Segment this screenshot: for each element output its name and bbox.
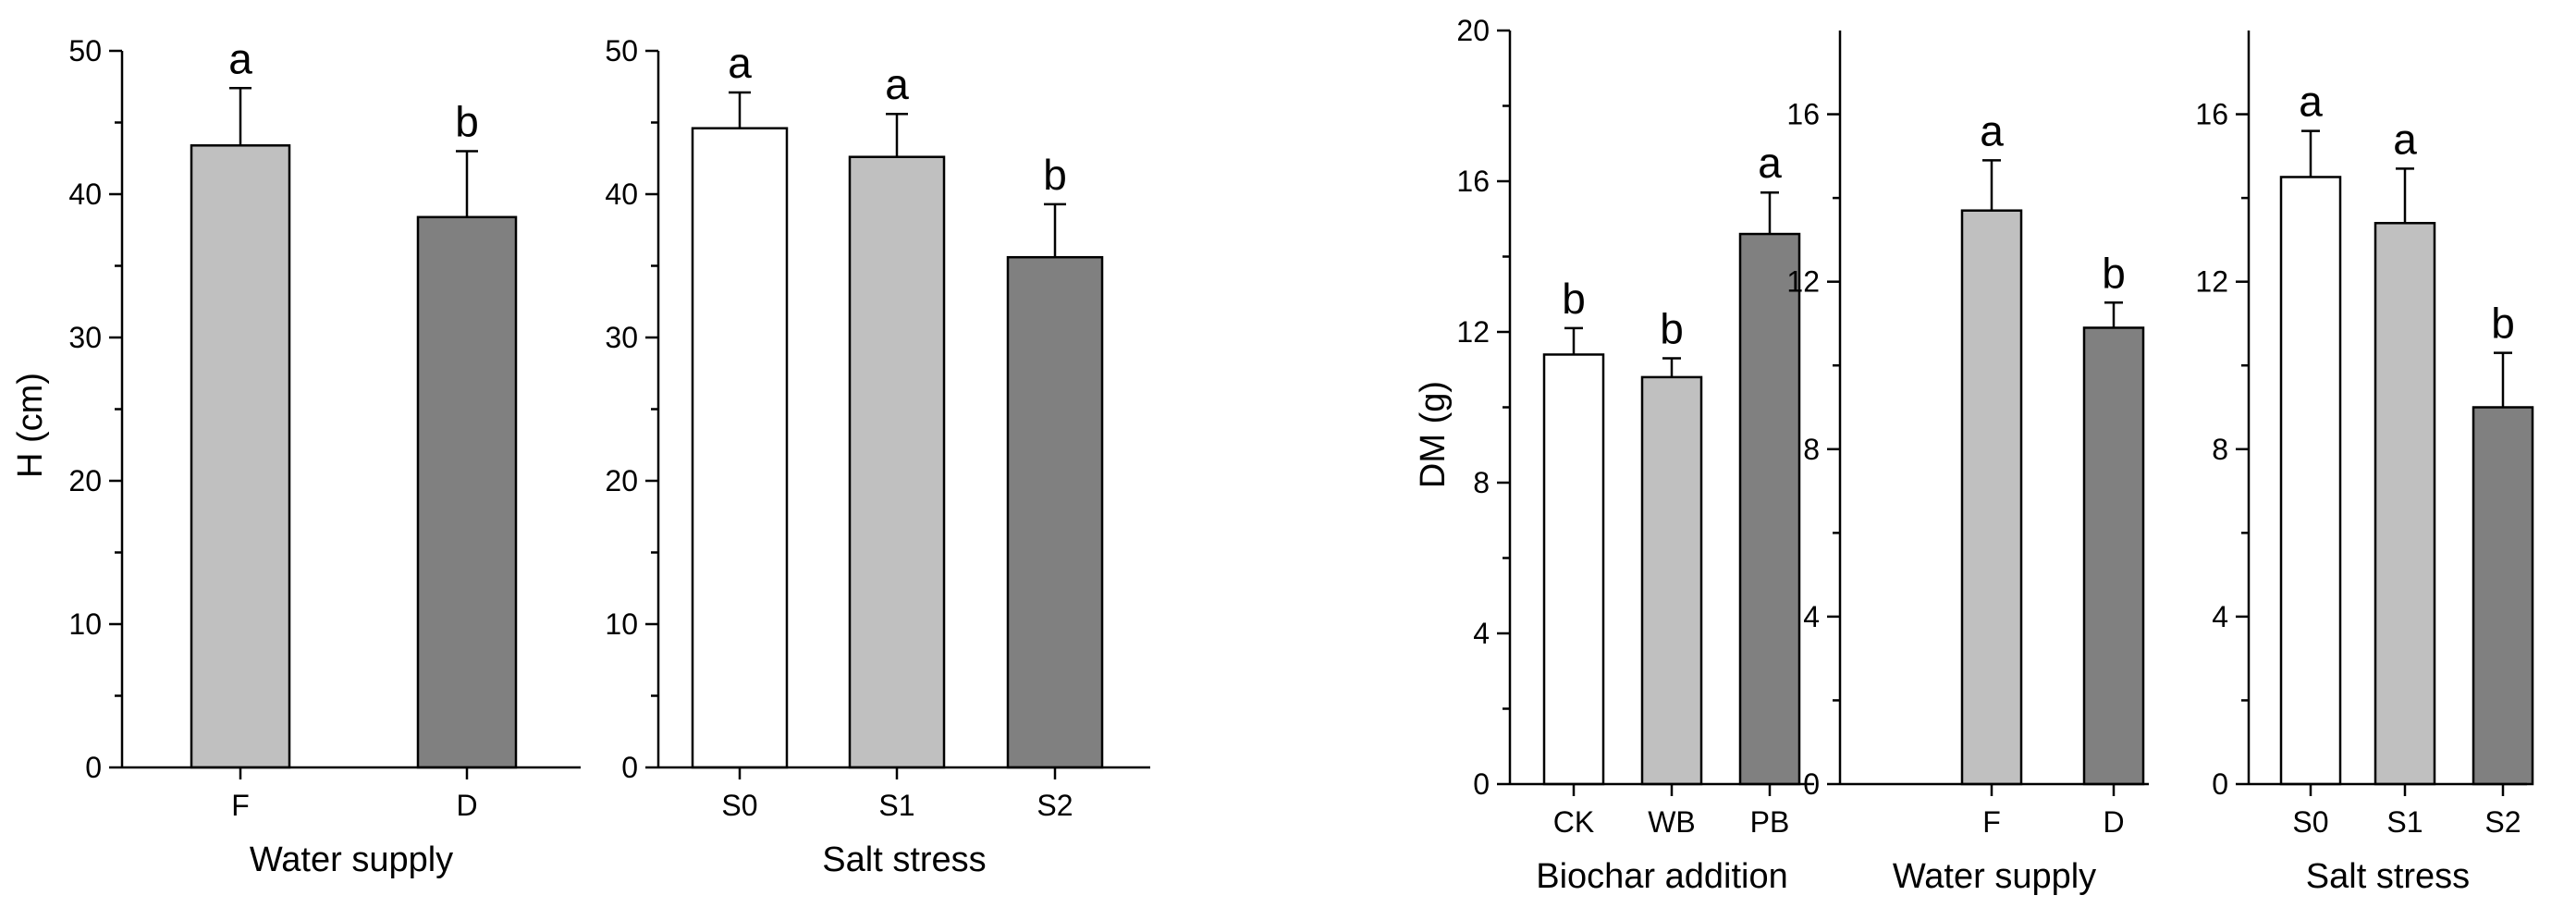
y-tick-label: 40 xyxy=(605,178,638,211)
x-axis-title: Salt stress xyxy=(2306,857,2470,896)
significance-letter: a xyxy=(1758,139,1782,187)
x-tick-label: F xyxy=(231,789,250,822)
x-tick-label: F xyxy=(1982,805,2001,839)
significance-letter: a xyxy=(728,39,752,87)
y-tick-label: 0 xyxy=(1473,767,1490,801)
bar xyxy=(1640,375,1703,786)
significance-letter: b xyxy=(1562,275,1586,323)
x-tick-label: PB xyxy=(1750,805,1790,839)
bar xyxy=(691,127,789,769)
significance-letter: a xyxy=(1980,106,2004,154)
significance-letter: b xyxy=(1043,151,1067,199)
x-axis-title: Salt stress xyxy=(822,840,986,879)
y-tick-label: 12 xyxy=(2195,265,2228,299)
significance-letter: b xyxy=(455,98,479,146)
y-tick-label: 4 xyxy=(1803,600,1820,633)
y-tick-label: 4 xyxy=(1473,617,1490,650)
significance-letter: b xyxy=(2102,249,2126,297)
y-tick-label: 20 xyxy=(1456,14,1490,47)
bar xyxy=(1738,232,1801,786)
x-tick-label: D xyxy=(456,789,477,822)
bar xyxy=(1960,209,2023,786)
x-tick-label: S2 xyxy=(2484,805,2521,839)
significance-letter: b xyxy=(2491,300,2515,348)
significance-letter: a xyxy=(885,60,909,108)
bar xyxy=(190,144,291,769)
y-tick-label: 20 xyxy=(68,464,102,497)
bar xyxy=(2472,406,2534,786)
y-axis-title: DM (g) xyxy=(1414,381,1453,488)
y-tick-label: 8 xyxy=(2212,433,2228,466)
y-tick-label: 0 xyxy=(621,751,638,784)
bar xyxy=(2082,326,2145,786)
y-tick-label: 20 xyxy=(605,464,638,497)
bar xyxy=(2279,176,2342,786)
bar xyxy=(2374,222,2436,786)
bar xyxy=(1006,255,1104,769)
y-tick-label: 0 xyxy=(1803,767,1820,801)
significance-letter: a xyxy=(2299,78,2323,126)
bar xyxy=(1542,353,1605,786)
y-tick-label: 30 xyxy=(68,321,102,354)
y-axis-title: H (cm) xyxy=(11,373,50,478)
y-tick-label: 0 xyxy=(85,751,102,784)
y-tick-label: 8 xyxy=(1473,466,1490,499)
x-tick-label: CK xyxy=(1553,805,1594,839)
bar xyxy=(848,155,946,769)
y-tick-label: 16 xyxy=(1456,165,1490,198)
y-tick-label: 30 xyxy=(605,321,638,354)
x-tick-label: D xyxy=(2103,805,2124,839)
x-tick-label: S0 xyxy=(721,789,757,822)
y-tick-label: 50 xyxy=(605,34,638,67)
significance-letter: a xyxy=(228,34,252,82)
y-tick-label: 10 xyxy=(605,607,638,641)
x-tick-label: S2 xyxy=(1037,789,1073,822)
y-tick-label: 16 xyxy=(1786,98,1820,131)
chart-panel-dm-salt: a a b 0 4 8 12 16 S0 S1 S2 Salt stress xyxy=(2195,31,2534,896)
y-tick-label: 12 xyxy=(1456,315,1490,349)
y-tick-label: 0 xyxy=(2212,767,2228,801)
bar xyxy=(416,215,518,769)
y-tick-label: 4 xyxy=(2212,600,2228,633)
x-axis-title: Water supply xyxy=(250,840,453,879)
y-tick-label: 12 xyxy=(1786,265,1820,299)
y-tick-label: 40 xyxy=(68,178,102,211)
x-tick-label: S0 xyxy=(2292,805,2328,839)
chart-panel-dm-biochar: b b a 0 4 8 12 16 20 CK WB PB Biochar addition DM (g) xyxy=(1414,14,1814,896)
x-axis-title: Biochar addition xyxy=(1536,857,1788,896)
significance-letter: a xyxy=(2393,115,2417,163)
y-tick-label: 50 xyxy=(68,34,102,67)
chart-panel-h-salt: a a b 0 10 20 30 40 50 S0 S1 S2 Salt stress xyxy=(605,34,1150,879)
significance-letter: b xyxy=(1660,305,1684,353)
y-tick-label: 10 xyxy=(68,607,102,641)
x-tick-label: S1 xyxy=(878,789,914,822)
x-tick-label: S1 xyxy=(2386,805,2423,839)
x-tick-label: WB xyxy=(1648,805,1696,839)
x-axis-title: Water supply xyxy=(1893,857,2096,896)
y-tick-label: 8 xyxy=(1803,433,1820,466)
y-tick-label: 16 xyxy=(2195,98,2228,131)
